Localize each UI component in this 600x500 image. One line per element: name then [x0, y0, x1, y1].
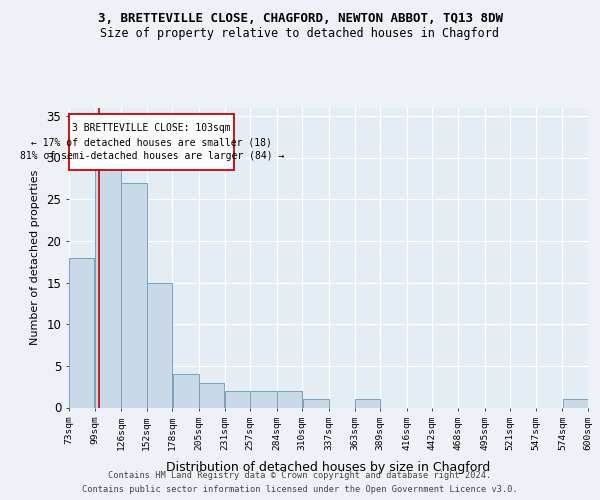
Bar — [147, 282, 172, 408]
FancyBboxPatch shape — [69, 114, 235, 170]
Text: 3 BRETTEVILLE CLOSE: 103sqm
← 17% of detached houses are smaller (18)
81% of sem: 3 BRETTEVILLE CLOSE: 103sqm ← 17% of det… — [20, 123, 284, 161]
Bar — [355, 399, 380, 407]
Bar — [302, 399, 329, 407]
Bar — [250, 391, 277, 407]
Text: Contains HM Land Registry data © Crown copyright and database right 2024.: Contains HM Land Registry data © Crown c… — [109, 471, 491, 480]
Text: 3, BRETTEVILLE CLOSE, CHAGFORD, NEWTON ABBOT, TQ13 8DW: 3, BRETTEVILLE CLOSE, CHAGFORD, NEWTON A… — [97, 12, 503, 26]
Bar — [277, 391, 302, 407]
Bar — [121, 182, 146, 408]
Text: Contains public sector information licensed under the Open Government Licence v3: Contains public sector information licen… — [82, 485, 518, 494]
Text: Size of property relative to detached houses in Chagford: Size of property relative to detached ho… — [101, 28, 499, 40]
Bar — [69, 258, 94, 408]
Y-axis label: Number of detached properties: Number of detached properties — [29, 170, 40, 345]
Bar — [225, 391, 250, 407]
Bar — [95, 166, 121, 408]
X-axis label: Distribution of detached houses by size in Chagford: Distribution of detached houses by size … — [166, 461, 491, 474]
Bar — [563, 399, 588, 407]
Bar — [173, 374, 199, 408]
Bar — [199, 382, 224, 407]
